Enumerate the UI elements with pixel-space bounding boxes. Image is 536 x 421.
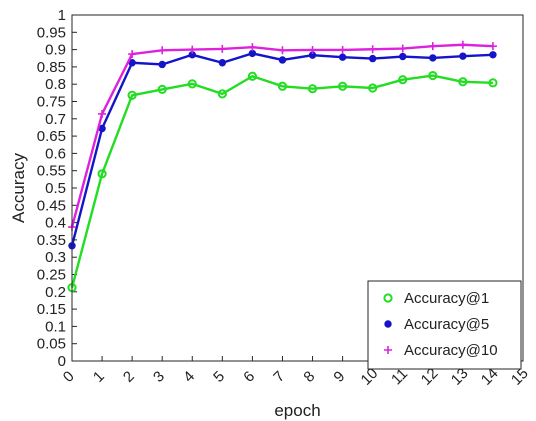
x-tick-label: 8 (300, 368, 318, 386)
y-tick-label: 1 (58, 7, 66, 24)
y-tick-label: 0.1 (45, 318, 66, 335)
series-0-point (488, 78, 498, 88)
y-tick-label: 0.45 (37, 197, 66, 214)
x-tick-label: 7 (270, 368, 288, 386)
x-tick-label: 9 (330, 368, 348, 386)
y-tick-label: 0.6 (45, 145, 66, 162)
legend-marker-1 (384, 320, 392, 328)
series-2-point (458, 40, 467, 49)
legend-label-2: Accuracy@10 (404, 342, 498, 359)
series-0-point (187, 79, 197, 89)
legend-marker-0 (383, 293, 393, 303)
y-tick-label: 0.85 (37, 59, 66, 76)
y-tick-label: 0.25 (37, 267, 66, 284)
legend-label-1: Accuracy@5 (404, 316, 489, 333)
x-tick-label: 2 (120, 368, 138, 386)
y-axis-ticks: 00.050.10.150.20.250.30.350.40.450.50.55… (37, 7, 77, 370)
series-0-line (70, 74, 493, 288)
x-tick-label: 5 (210, 368, 228, 386)
series-0 (67, 70, 498, 293)
y-tick-label: 0.75 (37, 94, 66, 111)
legend: Accuracy@1 Accuracy@5 Accuracy@10 (367, 280, 522, 370)
series-0-point (458, 77, 468, 87)
y-tick-label: 0.65 (37, 128, 66, 145)
series-0-point (157, 84, 167, 94)
legend-marker-2 (384, 346, 392, 354)
series-2-point (308, 45, 317, 54)
series-2-point (338, 45, 347, 54)
y-tick-label: 0.5 (45, 180, 66, 197)
series-2 (68, 40, 497, 232)
series-2-point (188, 45, 197, 54)
series-2-point (278, 46, 287, 55)
series-1-point (218, 59, 227, 67)
y-tick-label: 0.95 (37, 24, 66, 41)
series-1-point (158, 60, 166, 69)
series-0-point (338, 81, 348, 91)
series-0-point (398, 75, 408, 85)
series-2-point (218, 44, 227, 53)
series-0-point (368, 83, 378, 93)
series-1-point (368, 54, 377, 63)
y-tick-label: 0 (58, 353, 66, 370)
series-1 (68, 49, 497, 250)
x-tick-label: 1 (90, 368, 108, 386)
y-tick-label: 0.05 (37, 336, 66, 353)
y-tick-label: 0.8 (45, 76, 66, 93)
series-0-point (247, 71, 257, 81)
y-tick-label: 0.4 (45, 215, 66, 232)
series-2-point (98, 109, 107, 118)
series-2-point (398, 44, 407, 53)
y-tick-label: 0.2 (45, 284, 66, 301)
series-0-point (217, 89, 227, 99)
series-2-point (128, 50, 137, 59)
y-tick-label: 0.15 (37, 301, 66, 318)
series-1-point (489, 51, 497, 59)
series-2-point (428, 42, 437, 51)
legend-box (367, 280, 522, 370)
y-tick-label: 0.9 (45, 42, 66, 59)
series-1-point (278, 56, 287, 64)
y-tick-label: 0.55 (37, 163, 66, 180)
x-tick-label: 0 (60, 368, 78, 386)
y-tick-label: 0.35 (37, 232, 66, 249)
x-tick-label: 3 (150, 368, 168, 386)
legend-label-0: Accuracy@1 (404, 290, 489, 307)
x-tick-label: 4 (180, 368, 198, 386)
series-2-point (368, 45, 377, 54)
series-0-point (277, 81, 288, 91)
series-layer (67, 40, 498, 293)
series-1-point (429, 54, 437, 62)
y-axis-title: Accuracy (9, 153, 28, 223)
plot-area-frame (71, 14, 524, 362)
series-2-point (248, 43, 257, 52)
series-0-point (307, 84, 318, 94)
series-2-point (158, 46, 167, 55)
series-1-point (399, 52, 407, 61)
series-1-point (338, 53, 347, 61)
y-tick-label: 0.7 (45, 111, 66, 128)
x-axis-title: epoch (274, 401, 320, 420)
series-2-point (488, 42, 497, 51)
series-0-point (97, 169, 107, 179)
y-tick-label: 0.3 (45, 249, 66, 266)
series-1-point (459, 52, 467, 60)
series-0-point (127, 90, 137, 100)
x-tick-label: 6 (240, 368, 258, 386)
series-0-point (428, 70, 438, 81)
